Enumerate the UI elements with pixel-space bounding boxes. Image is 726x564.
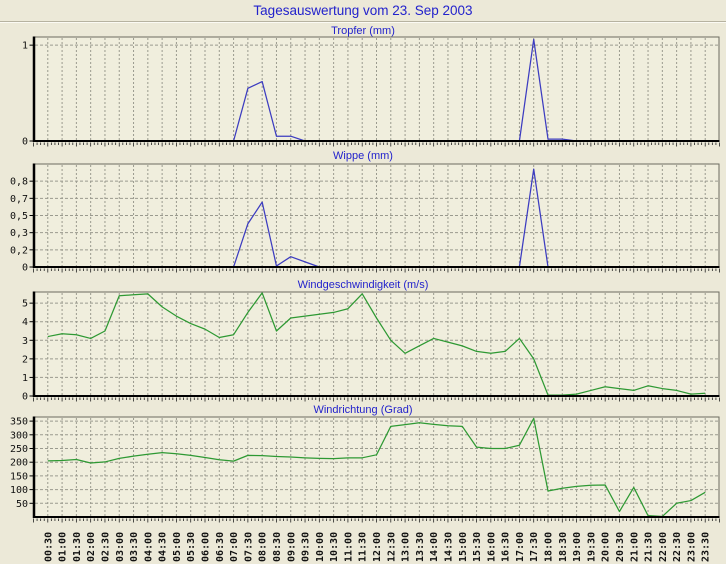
svg-text:19:30: 19:30 (586, 532, 597, 562)
svg-text:0,5: 0,5 (10, 211, 28, 222)
header-divider (0, 21, 726, 23)
svg-text:11:00: 11:00 (343, 532, 354, 562)
svg-text:22:00: 22:00 (658, 532, 669, 562)
svg-text:02:00: 02:00 (86, 532, 97, 562)
svg-text:05:30: 05:30 (186, 532, 197, 562)
svg-text:20:00: 20:00 (601, 532, 612, 562)
svg-text:01:30: 01:30 (72, 532, 83, 562)
svg-text:02:30: 02:30 (100, 532, 111, 562)
svg-text:00:30: 00:30 (43, 532, 54, 562)
svg-text:0,7: 0,7 (10, 194, 28, 205)
wippe-line-chart: 0,8 0,7 0,5 0,3 0,2 0 (10, 163, 720, 274)
svg-text:17:00: 17:00 (515, 532, 526, 562)
svg-text:06:00: 06:00 (201, 532, 212, 562)
svg-text:07:00: 07:00 (229, 532, 240, 562)
svg-text:08:30: 08:30 (272, 532, 283, 562)
svg-text:23:00: 23:00 (686, 532, 697, 562)
svg-text:1: 1 (22, 41, 28, 52)
svg-text:12:30: 12:30 (386, 532, 397, 562)
svg-text:18:00: 18:00 (544, 532, 555, 562)
svg-text:15:30: 15:30 (472, 532, 483, 562)
svg-text:09:30: 09:30 (301, 532, 312, 562)
svg-text:04:00: 04:00 (143, 532, 154, 562)
svg-text:100: 100 (10, 485, 28, 496)
svg-text:11:30: 11:30 (358, 532, 369, 562)
page-title: Tagesauswertung vom 23. Sep 2003 (253, 3, 473, 18)
svg-text:350: 350 (10, 417, 28, 428)
svg-text:15:00: 15:00 (458, 532, 469, 562)
svg-text:0: 0 (22, 392, 28, 403)
chart-title-windrichtung: Windrichtung (Grad) (313, 404, 413, 416)
svg-text:14:00: 14:00 (429, 532, 440, 562)
windgeschwindigkeit-line-chart: 5 4 3 2 1 0 (22, 291, 720, 403)
svg-text:21:30: 21:30 (644, 532, 655, 562)
svg-text:18:30: 18:30 (558, 532, 569, 562)
chart-title-wippe: Wippe (mm) (333, 150, 393, 162)
svg-text:0: 0 (22, 137, 28, 148)
svg-text:08:00: 08:00 (258, 532, 269, 562)
svg-text:10:00: 10:00 (315, 532, 326, 562)
svg-text:0,3: 0,3 (10, 228, 28, 239)
svg-text:23:30: 23:30 (701, 532, 712, 562)
svg-text:250: 250 (10, 444, 28, 455)
svg-text:12:00: 12:00 (372, 532, 383, 562)
svg-text:200: 200 (10, 458, 28, 469)
svg-text:19:00: 19:00 (572, 532, 583, 562)
svg-text:01:00: 01:00 (58, 532, 69, 562)
svg-text:10:30: 10:30 (329, 532, 340, 562)
svg-text:03:30: 03:30 (129, 532, 140, 562)
svg-text:04:30: 04:30 (158, 532, 169, 562)
svg-text:1: 1 (22, 373, 28, 384)
svg-text:22:30: 22:30 (672, 532, 683, 562)
svg-text:13:30: 13:30 (415, 532, 426, 562)
svg-text:4: 4 (22, 317, 28, 328)
svg-text:150: 150 (10, 471, 28, 482)
windrichtung-line-chart: 350 300 250 200 150 100 50 (10, 416, 720, 523)
svg-text:2: 2 (22, 354, 28, 365)
svg-text:16:00: 16:00 (486, 532, 497, 562)
svg-text:0: 0 (22, 263, 28, 274)
svg-text:17:30: 17:30 (529, 532, 540, 562)
svg-text:07:30: 07:30 (243, 532, 254, 562)
chart-title-windgeschwindigkeit: Windgeschwindigkeit (m/s) (297, 279, 429, 291)
time-axis-labels: 00:30 01:00 01:30 02:00 02:30 03:00 03:30 04:00… (43, 532, 712, 562)
svg-text:13:00: 13:00 (401, 532, 412, 562)
svg-text:14:30: 14:30 (443, 532, 454, 562)
svg-text:300: 300 (10, 430, 28, 441)
svg-text:0,2: 0,2 (10, 245, 28, 256)
svg-text:5: 5 (22, 299, 28, 310)
svg-text:0,8: 0,8 (10, 177, 28, 188)
svg-text:03:00: 03:00 (115, 532, 126, 562)
svg-text:3: 3 (22, 336, 28, 347)
svg-text:06:30: 06:30 (215, 532, 226, 562)
svg-text:16:30: 16:30 (501, 532, 512, 562)
svg-text:09:00: 09:00 (286, 532, 297, 562)
svg-text:50: 50 (16, 499, 28, 510)
svg-text:20:30: 20:30 (615, 532, 626, 562)
chart-title-tropfer: Tropfer (mm) (331, 25, 395, 37)
svg-text:21:00: 21:00 (629, 532, 640, 562)
tropfer-line-chart: 10 (22, 36, 720, 148)
svg-text:05:00: 05:00 (172, 532, 183, 562)
